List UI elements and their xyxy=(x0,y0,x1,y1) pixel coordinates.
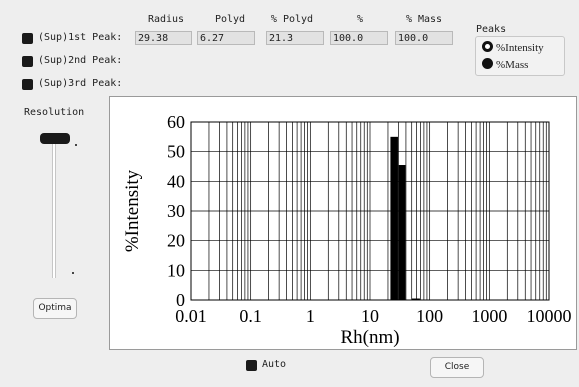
header-radius: Radius xyxy=(147,14,185,25)
x-tick-label: 1000 xyxy=(471,306,507,326)
auto-label: Auto xyxy=(262,359,287,370)
resolution-slider-track[interactable] xyxy=(52,140,56,278)
peak2-label: (Sup)2nd Peak: xyxy=(38,55,123,66)
header-polyd: Polyd xyxy=(214,14,246,25)
peak1-label: (Sup)1st Peak: xyxy=(38,32,123,43)
intensity-chart: 0 10 20 30 40 50 60 0.01 0.1 1 10 100 1000 10000 Rh(… xyxy=(122,112,572,348)
header-pct-polyd: % Polyd xyxy=(270,14,314,25)
peak1-checkbox[interactable] xyxy=(22,33,33,44)
x-tick-label: 10000 xyxy=(527,306,572,326)
x-tick-label: 100 xyxy=(416,306,443,326)
peak3-label: (Sup)3rd Peak: xyxy=(38,78,123,89)
x-tick-label: 0.1 xyxy=(239,306,262,326)
peaks-option-mass[interactable]: %Mass xyxy=(482,58,528,71)
resolution-title: Resolution xyxy=(24,107,85,118)
peaks-option-intensity[interactable]: %Intensity xyxy=(482,41,544,54)
histogram-bar xyxy=(390,136,398,300)
header-pct: % xyxy=(356,14,364,25)
x-tick-label: 10 xyxy=(361,306,379,326)
peak1-pct-mass-field: 100.0 xyxy=(395,31,453,45)
peaks-option-intensity-label: %Intensity xyxy=(496,42,544,54)
radio-unselected-icon xyxy=(482,58,493,69)
histogram-bar xyxy=(398,165,406,300)
slider-tick-top xyxy=(75,144,77,146)
peak3-checkbox[interactable] xyxy=(22,79,33,90)
chart-panel: 0 10 20 30 40 50 60 0.01 0.1 1 10 100 1000 10000 Rh(… xyxy=(109,96,577,350)
y-tick-label: 30 xyxy=(167,201,185,221)
peak2-checkbox[interactable] xyxy=(22,56,33,67)
peak1-radius-field: 29.38 xyxy=(135,31,192,45)
resolution-slider-thumb[interactable] xyxy=(40,133,70,144)
peaks-group-title: Peaks xyxy=(476,24,507,35)
peaks-option-mass-label: %Mass xyxy=(496,59,529,71)
y-tick-label: 0 xyxy=(176,290,185,310)
histogram-bar xyxy=(411,298,420,300)
y-tick-label: 60 xyxy=(167,112,185,132)
auto-checkbox[interactable] xyxy=(246,360,257,371)
plot-frame xyxy=(190,121,550,301)
x-tick-label: 0.01 xyxy=(175,306,207,326)
optima-button[interactable]: Optima xyxy=(33,298,77,319)
x-axis-label: Rh(nm) xyxy=(340,327,399,348)
x-tick-label: 1 xyxy=(306,306,315,326)
peak1-polyd-field: 6.27 xyxy=(197,31,255,45)
y-tick-label: 40 xyxy=(167,171,185,191)
header-pct-mass: % Mass xyxy=(405,14,443,25)
y-tick-label: 20 xyxy=(167,231,185,251)
peaks-group: %Intensity %Mass xyxy=(475,36,565,76)
peak1-pct-field: 100.0 xyxy=(330,31,388,45)
slider-tick-bottom xyxy=(72,272,74,274)
peak1-pct-polyd-field: 21.3 xyxy=(266,31,324,45)
close-button[interactable]: Close xyxy=(430,357,484,378)
radio-selected-icon xyxy=(482,41,493,52)
y-axis-label: %Intensity xyxy=(122,169,143,252)
y-tick-label: 10 xyxy=(167,260,185,280)
y-tick-label: 50 xyxy=(167,142,185,162)
